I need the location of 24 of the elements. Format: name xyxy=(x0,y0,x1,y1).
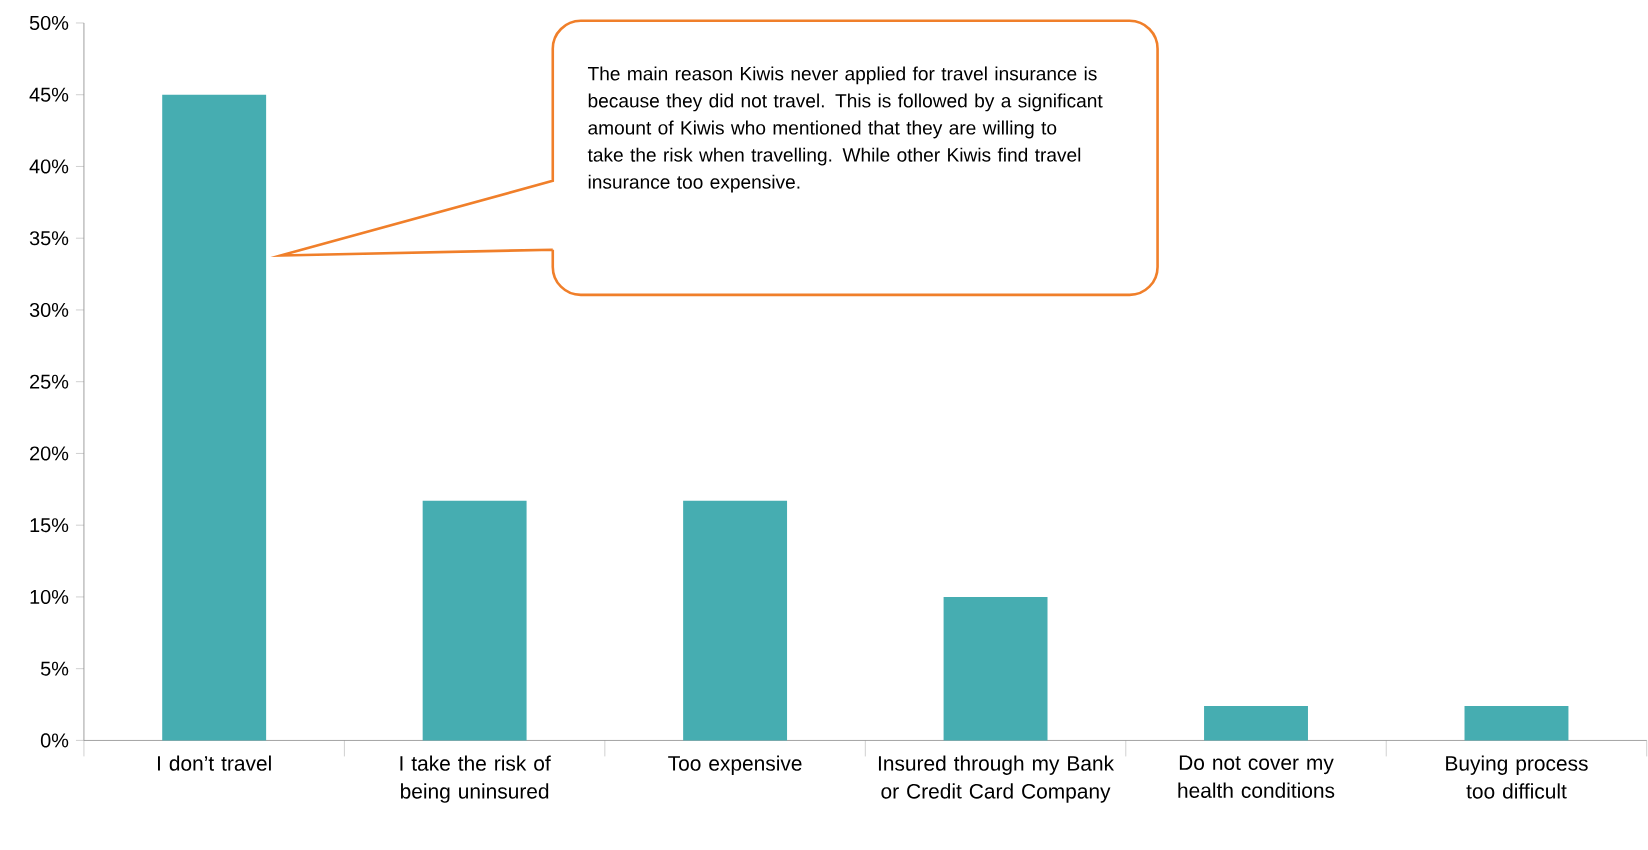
y-tick-label: 50% xyxy=(29,15,69,30)
x-tick-label: Buying process too difficult xyxy=(1446,755,1588,799)
x-tick-label: Do not cover my health conditions xyxy=(1178,755,1335,798)
annotation: The main reason Kiwis never applied for travel insurance is because they did not travel. This is followed by a significant amount of Kiwis who mentioned that they are willing to take the risk when travelling. While other Kiwis find travel insurance too expensive. xyxy=(587,66,1103,193)
y-tick-label: 35% xyxy=(29,231,69,246)
x-tick-label: I don’t travel xyxy=(158,755,271,771)
bar xyxy=(1464,705,1569,741)
x-tick-label: Too expensive xyxy=(668,755,802,775)
y-tick-label: 45% xyxy=(29,87,69,102)
bar xyxy=(943,596,1048,741)
y-tick-label: 5% xyxy=(40,661,69,676)
y-tick-label: 20% xyxy=(30,446,69,461)
y-tick-label: 30% xyxy=(29,302,69,317)
x-tick-label: Insured through my Bank or Credit Card Company xyxy=(878,755,1115,803)
y-tick-label: 10% xyxy=(30,589,69,604)
y-tick-label: 0% xyxy=(40,733,69,748)
bar xyxy=(422,500,527,741)
bar xyxy=(683,500,788,741)
bar xyxy=(162,94,267,741)
x-tick-label: I take the risk of being uninsured xyxy=(400,755,551,803)
y-tick-label: 15% xyxy=(30,518,69,533)
y-tick-label: 25% xyxy=(30,374,69,389)
bar xyxy=(1204,705,1308,741)
y-tick-label: 40% xyxy=(29,159,69,174)
